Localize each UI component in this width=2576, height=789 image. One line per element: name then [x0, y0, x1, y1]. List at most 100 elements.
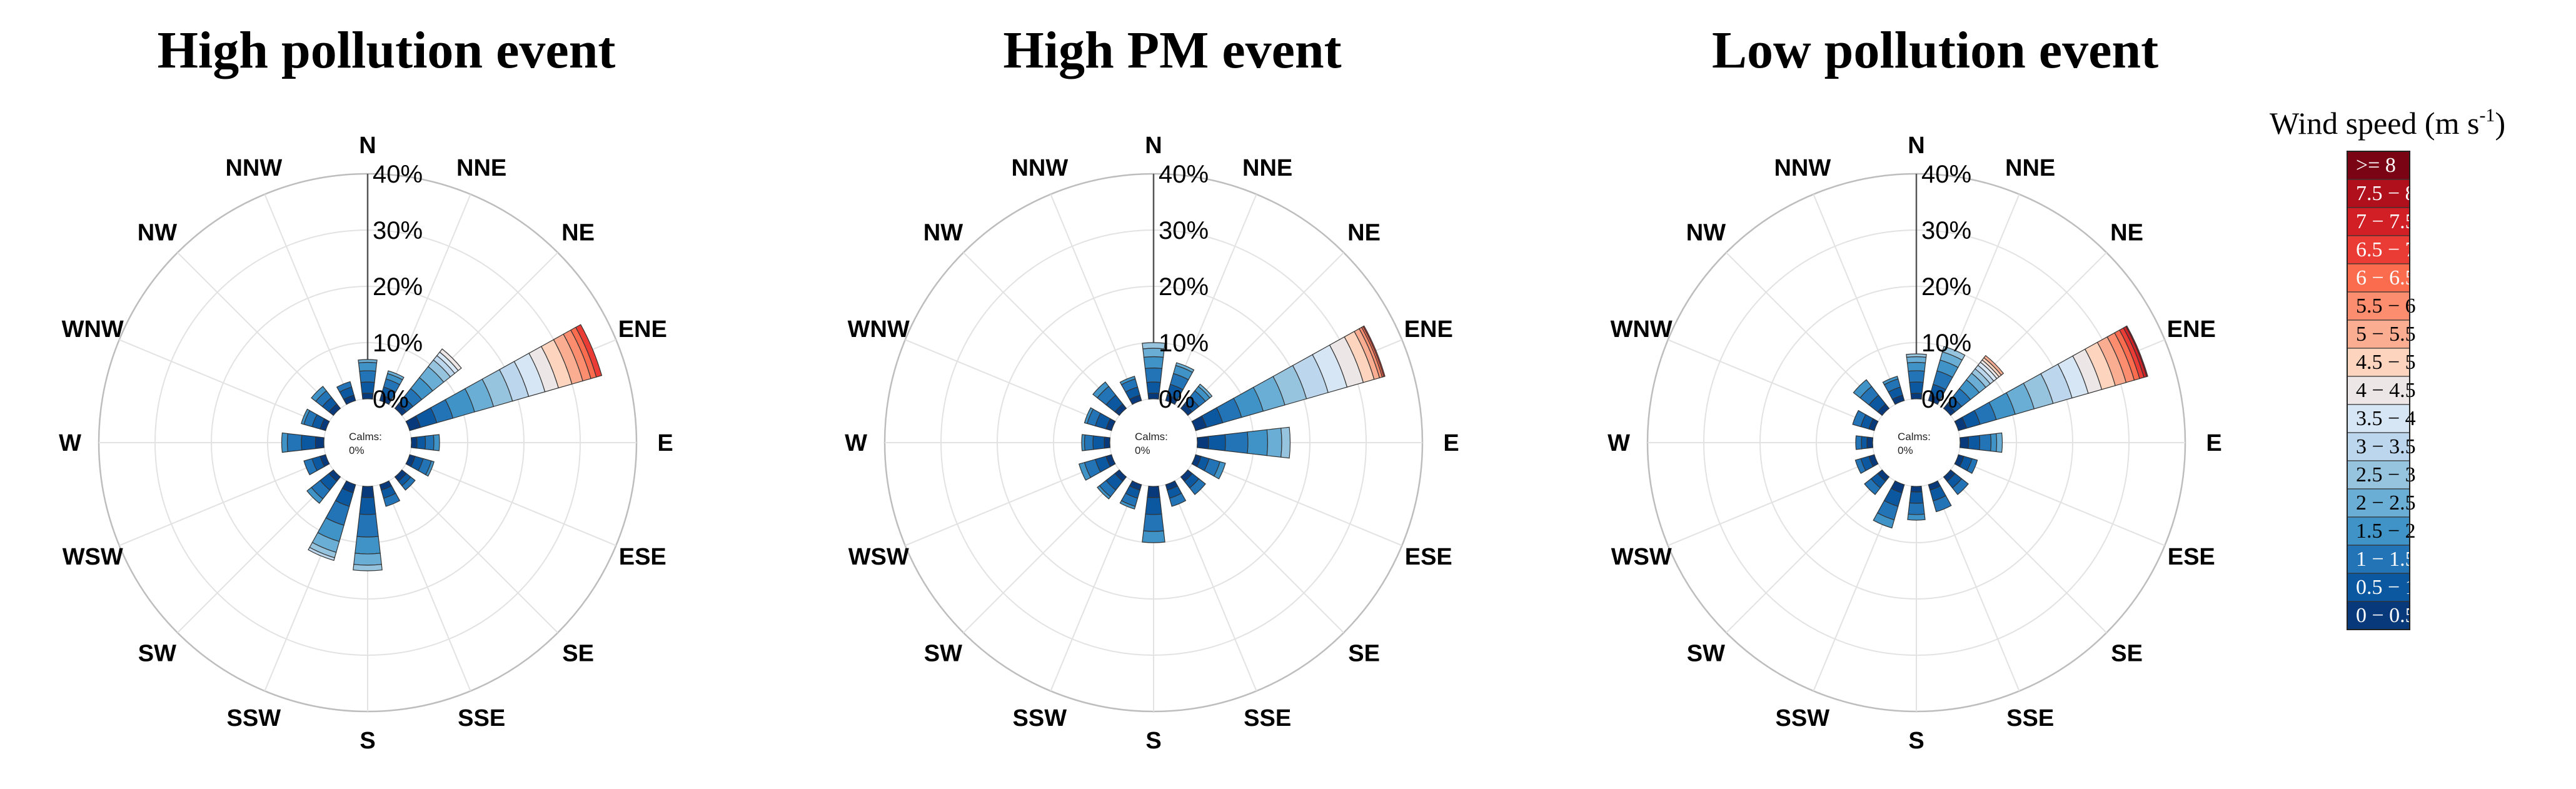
legend-item: 2.5 − 3 [2347, 460, 2416, 490]
petal-segment [1996, 432, 2003, 453]
petal-segment [1866, 436, 1874, 449]
legend-item: 2 − 2.5 [2347, 488, 2416, 518]
grid-spoke [383, 483, 471, 691]
petal-segment [1084, 434, 1094, 451]
petal-segment [1207, 434, 1226, 451]
petal-segment [301, 435, 316, 451]
petal-wnw [301, 408, 330, 431]
legend-label: 5.5 − 6 [2356, 294, 2416, 318]
radial-tick-label: 10% [1921, 329, 1971, 357]
radial-tick-label: 20% [373, 273, 423, 301]
direction-label-wsw: WSW [63, 544, 123, 570]
direction-label-wnw: WNW [1611, 316, 1673, 343]
petal-segment [1169, 493, 1187, 507]
grid-spoke [119, 339, 328, 427]
petal-segment [358, 361, 378, 372]
direction-label-se: SE [2111, 641, 2143, 667]
petal-segment [1196, 436, 1209, 450]
petal-segment [1084, 407, 1094, 425]
grid-spoke [119, 458, 328, 546]
direction-label-e: E [2206, 430, 2221, 456]
petal-nw [1853, 379, 1890, 416]
direction-label-ese: ESE [619, 544, 667, 570]
petal-s [353, 485, 383, 571]
chart-title: High PM event [1003, 21, 1341, 79]
grid-spoke [1050, 194, 1138, 403]
petal-wnw [1852, 410, 1879, 431]
petal-segment [1959, 436, 1970, 450]
petal-segment [1932, 495, 1952, 513]
petal-segment [353, 553, 382, 566]
grid-spoke [1726, 473, 1886, 633]
direction-label-nw: NW [1686, 219, 1726, 246]
petal-segment [356, 513, 379, 538]
wind-speed-legend: Wind speed (m s-1) >= 8 7.5 − 8 7 − 7.5 6.5 … [2270, 105, 2505, 630]
radial-tick-label: 40% [1159, 161, 1209, 188]
legend-item: 6 − 6.5 [2347, 263, 2416, 293]
petal-w [1081, 434, 1111, 451]
legend-item: 3 − 3.5 [2347, 432, 2416, 461]
petal-wsw [1079, 454, 1116, 481]
direction-label-ne: NE [2110, 219, 2143, 246]
chart-title: Low pollution event [1712, 21, 2158, 79]
grid-spoke [963, 252, 1124, 413]
direction-label-s: S [360, 728, 375, 754]
grid-spoke [1169, 483, 1257, 691]
petal-segment [1142, 342, 1165, 349]
petal-segment [1864, 478, 1881, 495]
petal-segment [281, 432, 288, 453]
calms-value: 0% [1898, 445, 1913, 456]
petal-segment [1910, 485, 1923, 493]
petal-segment [1910, 393, 1923, 400]
direction-label-e: E [657, 430, 673, 456]
petal-nnw [1119, 376, 1142, 405]
wind-rose-2: High PM event 0% 10% 20% 30% 40%N NNE NE ENE E ESE… [845, 21, 1459, 754]
petal-segment [1990, 433, 1998, 453]
petal-segment [1983, 354, 2005, 376]
legend-swatch [2347, 348, 2410, 377]
legend-label: 3.5 − 4 [2356, 407, 2416, 430]
chart-title: High pollution event [158, 21, 616, 79]
radial-tick-label: 30% [1921, 217, 1971, 244]
petal-n [358, 359, 378, 400]
petal-segment [1247, 429, 1269, 456]
petal-se [394, 469, 416, 491]
legend-item: 1.5 − 2 [2347, 516, 2416, 546]
grid-spoke [1184, 473, 1344, 633]
legend-label: 7 − 7.5 [2356, 210, 2416, 233]
direction-label-w: W [845, 430, 867, 456]
petal-ne [394, 348, 462, 416]
grid-spoke [264, 194, 352, 403]
petal-segment [1092, 381, 1110, 399]
petal-nne [379, 370, 405, 405]
legend-label: 6.5 − 7 [2356, 238, 2416, 261]
legend-label: 4 − 4.5 [2356, 379, 2416, 402]
petal-segment [575, 324, 603, 378]
direction-label-wsw: WSW [848, 544, 909, 570]
petal-segment [1979, 433, 1992, 452]
direction-label-ne: NE [561, 219, 595, 246]
petal-segment [1142, 530, 1165, 543]
grid-spoke [177, 473, 338, 633]
direction-label-se: SE [562, 641, 594, 667]
legend-label: 3 − 3.5 [2356, 435, 2416, 458]
petal-segment [1104, 436, 1111, 449]
petal-sse [379, 480, 401, 507]
direction-label-nne: NNE [2005, 155, 2055, 181]
grid-spoke [963, 473, 1124, 633]
direction-label-e: E [1443, 430, 1459, 456]
legend-label: 0.5 − 1 [2356, 576, 2416, 599]
direction-label-ene: ENE [2167, 316, 2216, 343]
petal-wsw [303, 454, 330, 476]
petal-ene [1954, 325, 2148, 431]
wind-rose-1: High pollution event 0% 10% 20% 30% 40%N NNE NE… [59, 21, 673, 754]
petal-segment [286, 433, 303, 453]
petal-sse [1928, 480, 1952, 513]
legend-title: Wind speed (m s-1) [2270, 105, 2505, 141]
petal-segment [361, 485, 375, 498]
petal-segment [1280, 426, 1291, 459]
direction-label-se: SE [1348, 641, 1380, 667]
petal-segment [425, 435, 435, 451]
petal-se [1943, 469, 1969, 495]
